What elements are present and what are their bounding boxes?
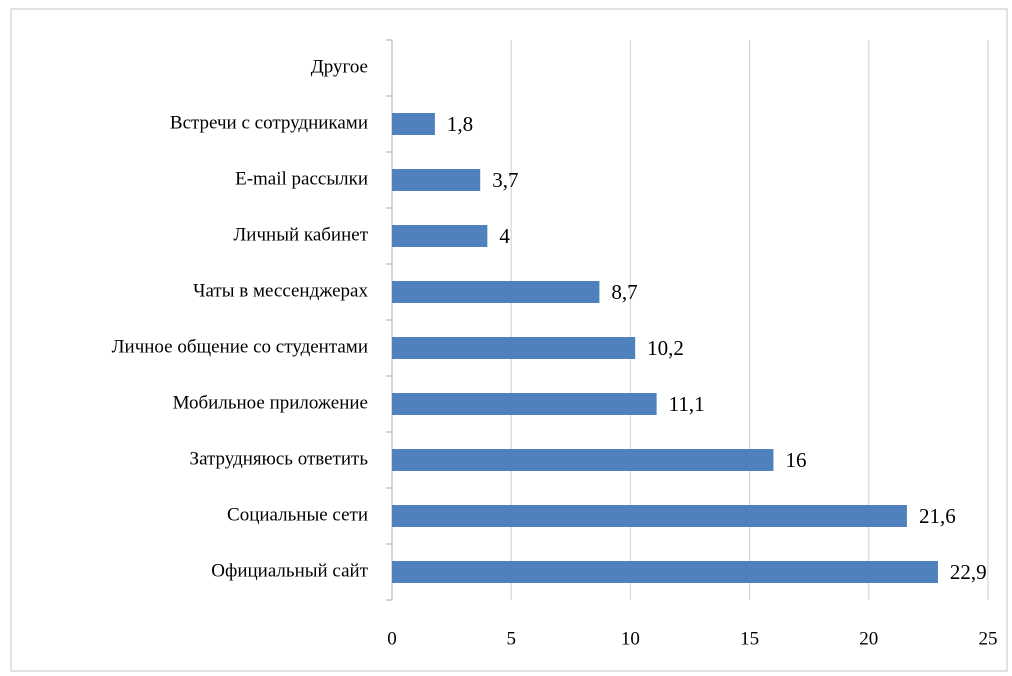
y-tick-label: Личный кабинет [233,224,368,245]
bar [392,449,774,471]
x-tick-label: 10 [621,628,640,649]
y-tick-label: Мобильное приложение [173,392,368,413]
y-tick-label: Социальные сети [227,504,368,525]
y-tick-label: E-mail рассылки [235,168,368,189]
x-tick-label: 0 [387,628,397,649]
bar [392,337,636,359]
y-tick-label: Затрудняюсь ответить [190,448,369,469]
value-label: 8,7 [611,280,637,304]
bar [392,113,435,135]
bar [392,225,488,247]
x-tick-label: 25 [979,628,998,649]
y-tick-label: Личное общение со студентами [112,336,368,357]
x-tick-label: 5 [506,628,516,649]
x-tick-label: 15 [740,628,759,649]
x-tick-label: 20 [859,628,878,649]
value-label: 4 [499,224,510,248]
y-tick-label: Другое [311,56,368,77]
value-label: 21,6 [919,504,956,528]
value-label: 1,8 [447,112,473,136]
y-tick-label: Чаты в мессенджерах [193,280,368,301]
bar [392,393,657,415]
value-label: 3,7 [492,168,518,192]
value-label: 11,1 [669,392,705,416]
bar [392,561,938,583]
bar [392,169,481,191]
value-label: 10,2 [647,336,684,360]
y-tick-label: Встречи с сотрудниками [170,112,368,133]
value-label: 16 [785,448,806,472]
bar [392,505,907,527]
value-label: 22,9 [950,560,987,584]
bar [392,281,600,303]
y-tick-label: Официальный сайт [211,560,368,581]
